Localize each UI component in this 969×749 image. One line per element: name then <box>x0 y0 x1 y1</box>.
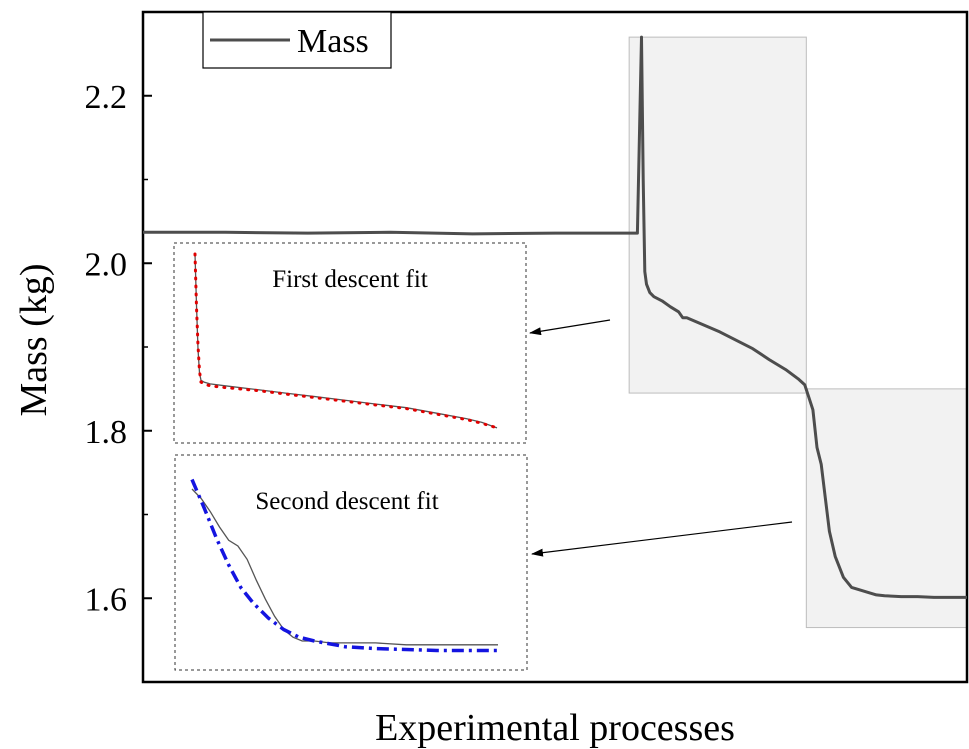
x-axis-label: Experimental processes <box>375 707 735 749</box>
inset2-frame <box>174 454 528 671</box>
highlight-regions <box>628 36 968 629</box>
inset1-title: First descent fit <box>272 266 428 293</box>
inset2-fit-line <box>190 478 498 653</box>
y-axis-ticks: 1.6 1.8 2.0 2.2 <box>85 79 152 618</box>
y-tick-label-1: 1.8 <box>85 414 128 451</box>
y-tick-label-0: 1.6 <box>85 581 128 618</box>
highlight-region-2 <box>805 388 968 629</box>
arrow-to-inset2 <box>531 521 793 557</box>
inset1-lines <box>193 252 499 430</box>
inset-first-descent: First descent fit <box>173 242 527 444</box>
y-axis-label: Mass (kg) <box>13 263 55 416</box>
y-tick-label-3: 2.2 <box>85 79 128 116</box>
highlight-region-1 <box>628 36 807 394</box>
y-tick-label-2: 2.0 <box>85 246 128 283</box>
legend-label-mass: Mass <box>297 23 369 60</box>
arrow-to-inset1 <box>529 319 611 336</box>
series-line-mass <box>143 35 967 599</box>
inset2-title: Second descent fit <box>255 488 438 515</box>
legend: Mass <box>202 11 392 69</box>
inset-second-descent: Second descent fit <box>174 454 528 671</box>
inset1-fit-line <box>193 252 499 430</box>
series-layer <box>143 35 967 599</box>
inset2-lines <box>190 478 498 653</box>
inset1-frame <box>173 242 527 444</box>
